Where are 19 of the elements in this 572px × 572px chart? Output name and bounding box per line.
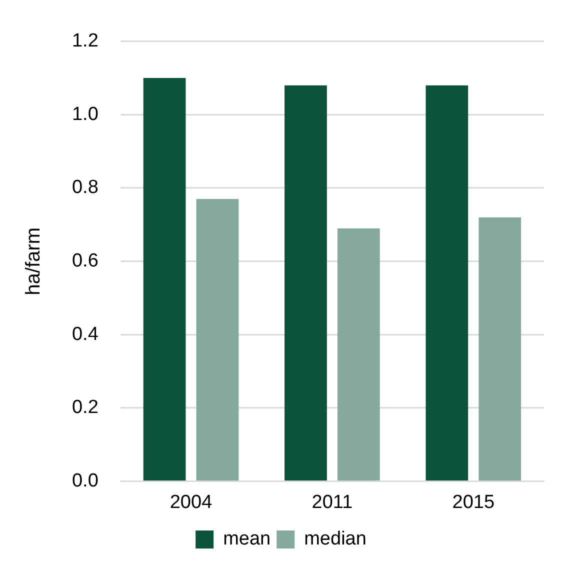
y-tick-label: 1.0 <box>72 104 98 125</box>
y-tick-label: 0.6 <box>72 250 98 272</box>
x-tick-label: 2015 <box>452 492 495 513</box>
x-tick-label: 2004 <box>170 492 213 513</box>
y-tick-label: 0.4 <box>72 324 99 345</box>
bar <box>338 228 380 480</box>
legend-label: median <box>304 528 366 550</box>
bar <box>478 217 522 480</box>
bar <box>196 198 239 480</box>
y-tick-label: 0.8 <box>72 177 98 198</box>
y-tick-label: 1.2 <box>72 30 98 52</box>
bar <box>284 85 327 480</box>
bar <box>426 85 468 480</box>
y-tick-label: 0.0 <box>72 470 98 492</box>
x-tick-label: 2011 <box>312 492 353 513</box>
y-axis-title: ha/farm <box>22 227 45 296</box>
y-tick-label: 0.2 <box>72 397 98 418</box>
bar <box>143 78 186 480</box>
legend-label: mean <box>223 528 271 550</box>
